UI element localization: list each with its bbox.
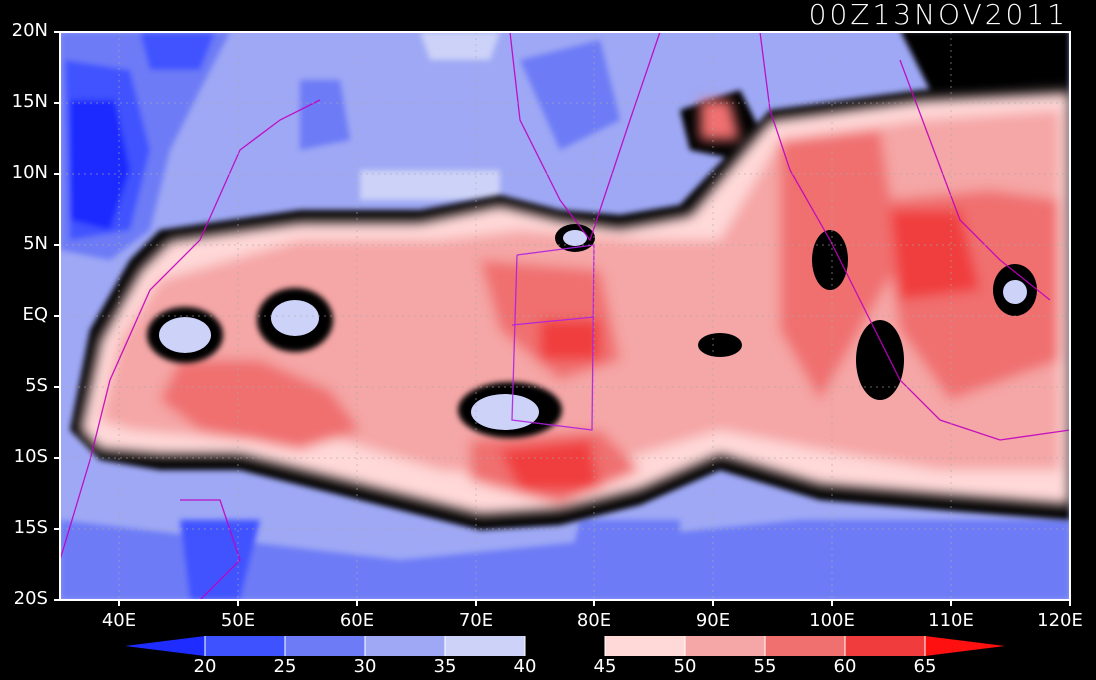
lat-label-15n: 15N xyxy=(11,91,48,112)
colorbar-swatch xyxy=(445,636,525,656)
colorbar-label: 25 xyxy=(273,656,297,677)
colorbar-swatch xyxy=(365,636,445,656)
lat-label-20n: 20N xyxy=(11,20,48,41)
colorbar-swatch xyxy=(525,636,605,656)
lon-label-120e: 120E xyxy=(1037,610,1083,631)
lon-label-110e: 110E xyxy=(928,610,974,631)
colorbar-swatch xyxy=(765,636,845,656)
lat-label-eq: EQ xyxy=(22,304,48,325)
lon-label-80e: 80E xyxy=(576,610,612,631)
lon-label-40e: 40E xyxy=(101,610,137,631)
colorbar-swatch xyxy=(285,636,365,656)
lon-label-50e: 50E xyxy=(220,610,256,631)
map-title: 00Z13NOV2011 xyxy=(808,0,1068,31)
colorbar-label: 35 xyxy=(433,656,457,677)
lon-label-90e: 90E xyxy=(695,610,731,631)
lat-label-10s: 10S xyxy=(13,446,48,467)
colorbar-swatch xyxy=(605,636,685,656)
colorbar-swatch xyxy=(925,636,1005,656)
lon-label-70e: 70E xyxy=(458,610,494,631)
colorbar-swatch xyxy=(125,636,205,656)
colorbar-label: 40 xyxy=(513,656,537,677)
colorbar-swatch xyxy=(685,636,765,656)
colorbar-label: 65 xyxy=(913,656,937,677)
colorbar-label: 50 xyxy=(673,656,697,677)
contour-field xyxy=(60,32,1070,600)
lat-label-15s: 15S xyxy=(13,517,48,538)
colorbar-label: 60 xyxy=(833,656,857,677)
colorbar-label: 55 xyxy=(753,656,777,677)
colorbar-label: 20 xyxy=(193,656,217,677)
colorbar-swatch xyxy=(845,636,925,656)
colorbar xyxy=(125,636,1005,656)
lon-label-60e: 60E xyxy=(339,610,375,631)
lat-label-5n: 5N xyxy=(23,233,48,254)
colorbar-label: 30 xyxy=(353,656,377,677)
colorbar-swatch xyxy=(205,636,285,656)
lat-label-5s: 5S xyxy=(25,375,48,396)
lon-label-100e: 100E xyxy=(809,610,855,631)
colorbar-label: 45 xyxy=(593,656,617,677)
lat-label-20s: 20S xyxy=(13,588,48,609)
lat-label-10n: 10N xyxy=(11,162,48,183)
